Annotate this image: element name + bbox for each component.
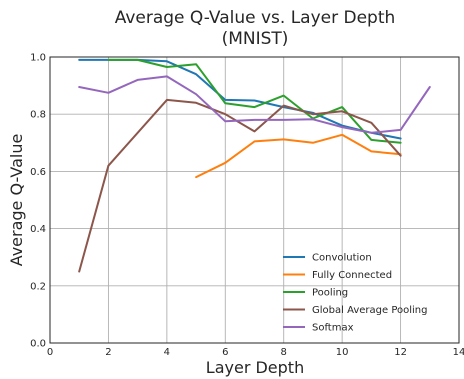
x-tick-label: 4 bbox=[164, 347, 170, 358]
legend-item: Global Average Pooling bbox=[283, 305, 427, 316]
legend-label: Global Average Pooling bbox=[312, 305, 427, 316]
chart-subtitle: (MNIST) bbox=[222, 29, 289, 49]
x-tick-label: 2 bbox=[105, 347, 111, 358]
legend-item: Fully Connected bbox=[283, 270, 392, 281]
plot-frame bbox=[49, 56, 460, 344]
legend-label: Softmax bbox=[312, 323, 354, 334]
legend-item: Convolution bbox=[283, 253, 372, 264]
y-tick-label: 0.8 bbox=[30, 110, 46, 121]
series-line-fully-connected bbox=[195, 133, 402, 179]
series-line-pooling bbox=[107, 58, 402, 144]
series-line-global-average-pooling bbox=[78, 98, 402, 273]
y-tick-label: 1.0 bbox=[30, 53, 46, 64]
legend-label: Pooling bbox=[312, 288, 348, 299]
y-tick-label: 0.4 bbox=[30, 224, 46, 235]
y-tick-label: 0.0 bbox=[30, 339, 46, 350]
legend-label: Convolution bbox=[312, 253, 372, 264]
legend-label: Fully Connected bbox=[312, 270, 392, 281]
series-line-softmax bbox=[78, 75, 431, 134]
chart-title: Average Q-Value vs. Layer Depth bbox=[115, 8, 396, 28]
x-tick-label: 0 bbox=[47, 347, 53, 358]
legend-item: Softmax bbox=[283, 323, 354, 334]
legend-item: Pooling bbox=[283, 288, 348, 299]
y-axis-ticks: 0.0 0.2 0.4 0.6 0.8 1.0 bbox=[30, 53, 46, 350]
x-tick-label: 6 bbox=[222, 347, 228, 358]
x-tick-label: 14 bbox=[453, 347, 464, 358]
series-lines bbox=[78, 58, 431, 273]
y-tick-label: 0.2 bbox=[30, 281, 46, 292]
x-tick-label: 8 bbox=[281, 347, 287, 358]
x-axis-label: Layer Depth bbox=[206, 358, 304, 377]
y-axis-label: Average Q-Value bbox=[7, 134, 26, 267]
legend: Convolution Fully Connected Pooling Global … bbox=[283, 253, 427, 334]
y-tick-label: 0.6 bbox=[30, 167, 46, 178]
x-tick-label: 12 bbox=[394, 347, 407, 358]
x-axis-ticks: 0 2 4 6 8 10 12 14 bbox=[47, 347, 464, 358]
series-line-convolution bbox=[78, 58, 402, 140]
x-tick-label: 10 bbox=[336, 347, 349, 358]
